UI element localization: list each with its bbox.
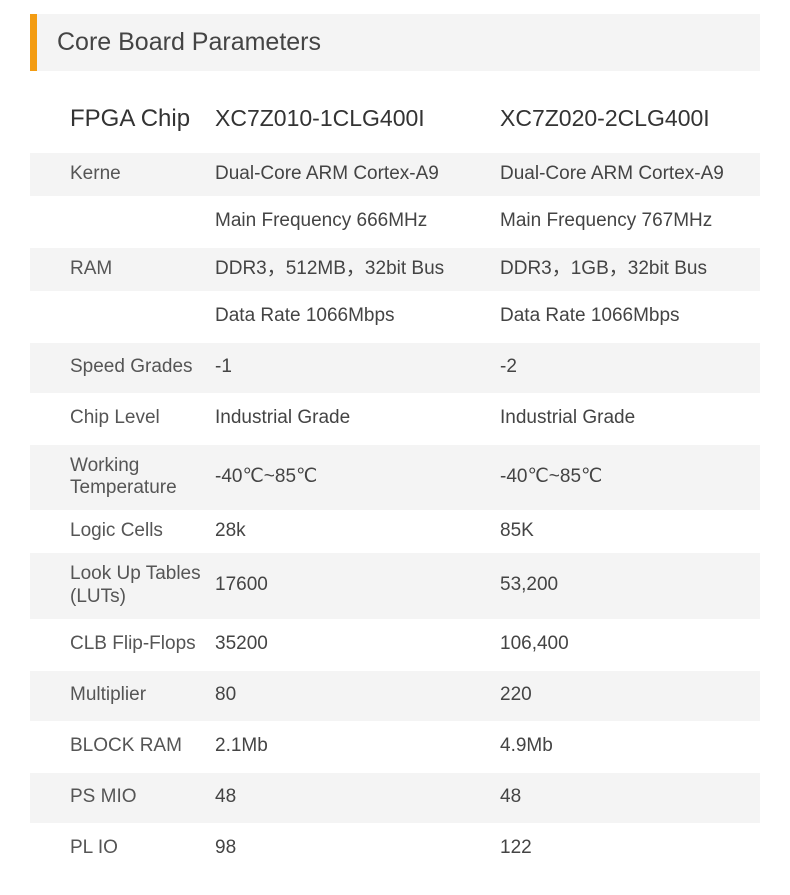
section-title: Core Board Parameters (57, 28, 740, 57)
row-val1: Data Rate 1066Mbps (215, 295, 500, 338)
row-val1: 48 (215, 776, 500, 819)
row-label: Kerne (30, 153, 215, 196)
table-row: CLB Flip-Flops 35200 106,400 (30, 619, 760, 671)
row-label: RAM (30, 248, 215, 291)
row-label: PL IO (30, 827, 215, 870)
table-row: Main Frequency 666MHz Main Frequency 767… (30, 196, 760, 248)
table-header-row: FPGA Chip XC7Z010-1CLG400I XC7Z020-2CLG4… (30, 91, 760, 147)
table-row: RAM DDR3，512MB，32bit Bus DDR3，1GB，32bit … (30, 248, 760, 291)
row-val1: 80 (215, 674, 500, 717)
params-table: FPGA Chip XC7Z010-1CLG400I XC7Z020-2CLG4… (30, 91, 760, 875)
row-val1: DDR3，512MB，32bit Bus (215, 248, 500, 291)
row-val1: Main Frequency 666MHz (215, 200, 500, 243)
table-row: PL IO 98 122 (30, 823, 760, 875)
table-row: Chip Level Industrial Grade Industrial G… (30, 393, 760, 445)
row-val2: 122 (500, 827, 760, 870)
row-val2: 85K (500, 510, 760, 553)
row-label: Look Up Tables (LUTs) (30, 553, 215, 619)
header-col2: XC7Z020-2CLG400I (500, 95, 760, 143)
row-label (30, 307, 215, 327)
section-header: Core Board Parameters (30, 14, 760, 71)
table-row: Speed Grades -1 -2 (30, 343, 760, 393)
row-val1: 17600 (215, 564, 500, 607)
table-row: Kerne Dual-Core ARM Cortex-A9 Dual-Core … (30, 153, 760, 196)
row-val1: 2.1Mb (215, 725, 500, 768)
row-val2: 220 (500, 674, 760, 717)
table-row: Data Rate 1066Mbps Data Rate 1066Mbps (30, 291, 760, 343)
row-val2: Data Rate 1066Mbps (500, 295, 760, 338)
row-val2: Main Frequency 767MHz (500, 200, 760, 243)
row-val2: 4.9Mb (500, 725, 760, 768)
row-val1: 98 (215, 827, 500, 870)
row-val2: 106,400 (500, 623, 760, 666)
row-val2: 53,200 (500, 564, 760, 607)
row-label: Chip Level (30, 397, 215, 440)
row-val2: -2 (500, 346, 760, 389)
row-val1: 35200 (215, 623, 500, 666)
row-label: BLOCK RAM (30, 725, 215, 768)
table-row: Working Temperature -40℃~85℃ -40℃~85℃ (30, 445, 760, 511)
row-label: Multiplier (30, 674, 215, 717)
main-container: Core Board Parameters FPGA Chip XC7Z010-… (0, 0, 790, 895)
table-row: Multiplier 80 220 (30, 671, 760, 721)
header-col1: XC7Z010-1CLG400I (215, 95, 500, 143)
row-val2: Industrial Grade (500, 397, 760, 440)
row-val2: -40℃~85℃ (500, 456, 760, 499)
row-label: Speed Grades (30, 346, 215, 389)
row-val2: Dual-Core ARM Cortex-A9 (500, 153, 760, 196)
row-label: CLB Flip-Flops (30, 623, 215, 666)
header-label: FPGA Chip (30, 95, 215, 144)
row-val1: Dual-Core ARM Cortex-A9 (215, 153, 500, 196)
table-row: BLOCK RAM 2.1Mb 4.9Mb (30, 721, 760, 773)
row-val1: 28k (215, 510, 500, 553)
row-label: Working Temperature (30, 445, 215, 511)
row-val2: 48 (500, 776, 760, 819)
row-label: Logic Cells (30, 510, 215, 553)
row-label (30, 212, 215, 232)
table-row: Look Up Tables (LUTs) 17600 53,200 (30, 553, 760, 619)
row-label: PS MIO (30, 776, 215, 819)
table-row: PS MIO 48 48 (30, 773, 760, 823)
table-row: Logic Cells 28k 85K (30, 510, 760, 553)
row-val2: DDR3，1GB，32bit Bus (500, 248, 760, 291)
row-val1: -40℃~85℃ (215, 456, 500, 499)
row-val1: Industrial Grade (215, 397, 500, 440)
row-val1: -1 (215, 346, 500, 389)
